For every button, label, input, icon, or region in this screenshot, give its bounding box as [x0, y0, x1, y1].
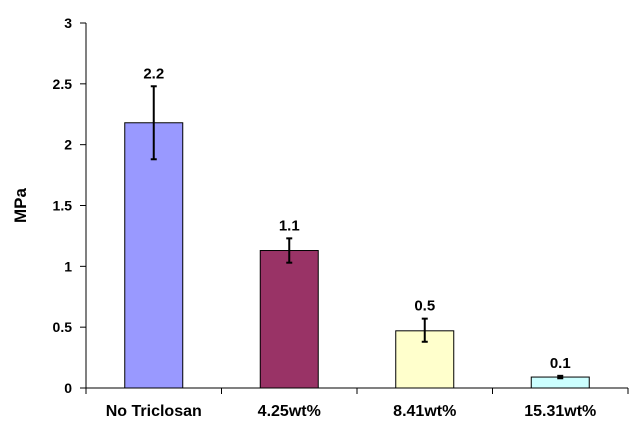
category-label-1: No Triclosan — [106, 403, 202, 420]
data-label-2: 1.1 — [279, 217, 300, 234]
category-label-2: 4.25wt% — [258, 403, 321, 420]
data-label-3: 0.5 — [414, 298, 435, 315]
bar-1 — [124, 122, 184, 389]
y-tick-label: 2.5 — [53, 76, 73, 92]
category-label-4: 15.31wt% — [524, 403, 596, 420]
y-axis-ticks: 0 0.5 1 1.5 2 2.5 3 — [53, 15, 629, 396]
y-tick-label: 1 — [64, 258, 72, 274]
y-tick-label: 3 — [64, 15, 72, 31]
y-tick-label: 1.5 — [53, 198, 73, 214]
bar-2 — [259, 250, 319, 389]
bars — [124, 122, 590, 389]
data-label-4: 0.1 — [550, 355, 571, 372]
category-labels: No Triclosan 4.25wt% 8.41wt% 15.31wt% — [106, 403, 597, 420]
category-label-3: 8.41wt% — [393, 403, 456, 420]
y-tick-label: 0.5 — [53, 319, 73, 335]
y-tick-label: 0 — [64, 380, 72, 396]
data-labels: 2.2 1.1 0.5 0.1 — [143, 65, 570, 372]
error-bars — [150, 85, 564, 380]
y-axis-title: MPa — [11, 187, 30, 223]
y-tick-label: 2 — [64, 137, 72, 153]
data-label-1: 2.2 — [143, 65, 164, 82]
